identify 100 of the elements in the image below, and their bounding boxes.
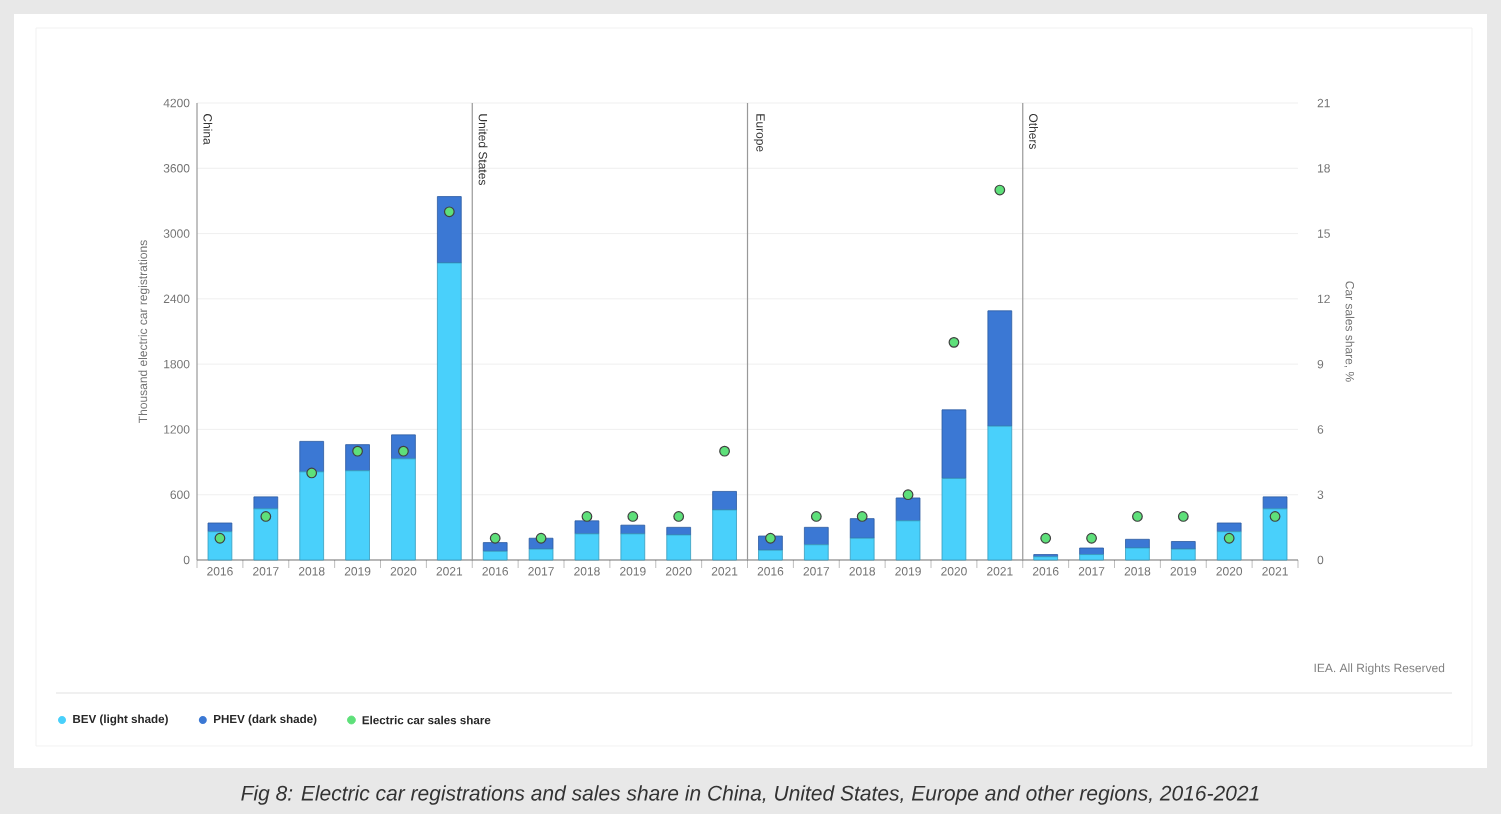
point: [948, 336, 960, 348]
bar: [1125, 547, 1150, 561]
bar: [987, 310, 1013, 427]
bar: [712, 491, 737, 511]
point: [810, 511, 822, 522]
point: [902, 489, 914, 501]
bar: [1216, 522, 1242, 533]
bar: [436, 262, 462, 561]
y-tick-label: 3600: [163, 164, 190, 173]
annotation: Europe: [753, 114, 765, 152]
y2-tick-label: 0: [1317, 555, 1324, 565]
point: [994, 184, 1006, 196]
bar: [482, 550, 508, 561]
bar: [1170, 548, 1196, 561]
x-tick-label: 2016: [1032, 567, 1059, 576]
bar: [299, 440, 325, 473]
point: [352, 445, 363, 457]
point: [627, 511, 639, 522]
bar: [253, 496, 279, 510]
x-tick-label: 2020: [1216, 567, 1243, 576]
text: IEA. All Rights Reserved: [1314, 663, 1445, 675]
x-tick-label: 2016: [757, 567, 784, 576]
bar: [574, 520, 600, 535]
y2-tick-label: 21: [1317, 98, 1330, 108]
bar: [299, 471, 325, 561]
annotation: China: [203, 114, 213, 145]
bar: [345, 470, 370, 561]
x-tick-label: 2018: [1124, 567, 1151, 576]
point: [1269, 511, 1281, 522]
y-tick-label: 3000: [163, 229, 190, 238]
point: [1132, 511, 1143, 522]
x-tick-label: 2018: [849, 567, 876, 576]
bar: [1262, 496, 1288, 510]
x-tick-label: 2017: [528, 567, 554, 576]
y2-tick-label: 9: [1317, 359, 1324, 369]
annotation: Others: [1029, 113, 1038, 149]
point: [1086, 532, 1097, 544]
point: [260, 511, 272, 522]
x-tick-label: 2018: [298, 567, 325, 576]
bar: [1079, 547, 1104, 555]
y-tick-label: 0: [183, 555, 190, 565]
bar: [803, 526, 829, 546]
text: Fig 8: Electric car registrations and sales share in China, United States, Europe and other regions, 2016-2021: [241, 785, 1259, 805]
point: [719, 445, 730, 457]
bar: [941, 477, 967, 561]
bar: [528, 548, 554, 561]
bar: [620, 533, 646, 561]
point: [856, 511, 868, 522]
bar: [1079, 554, 1104, 561]
y2-tick-label: 18: [1317, 164, 1330, 173]
point: [673, 511, 685, 522]
y-tick-label: 2400: [163, 294, 190, 304]
bar: [666, 534, 692, 561]
point: [581, 511, 593, 522]
point: [443, 206, 455, 218]
point: [214, 532, 226, 544]
y-axis-title: Thousand electric car registrations: [138, 240, 150, 423]
x-tick-label: 2017: [253, 567, 279, 576]
x-tick-label: 2019: [344, 567, 371, 576]
bar: [574, 533, 600, 561]
bar: [207, 522, 233, 533]
bar: [803, 544, 829, 561]
y2-tick-label: 6: [1317, 425, 1324, 434]
x-tick-label: 2019: [1170, 567, 1197, 576]
bar: [895, 520, 921, 561]
bar: [849, 537, 875, 561]
bar: [391, 458, 416, 561]
x-tick-label: 2021: [711, 567, 738, 576]
x-tick-label: 2019: [620, 567, 646, 576]
x-tick-label: 2017: [803, 567, 830, 576]
x-tick-label: 2019: [895, 567, 921, 576]
point: [1177, 511, 1189, 522]
legend-label: PHEV (dark shade): [214, 714, 317, 726]
annotation: United States: [478, 114, 488, 186]
bar: [895, 497, 921, 522]
x-tick-label: 2018: [574, 567, 600, 576]
y2-tick-label: 12: [1317, 294, 1330, 304]
point: [489, 532, 501, 544]
legend-label: Electric car sales share: [362, 715, 491, 725]
bar: [253, 508, 279, 561]
bar: [987, 425, 1013, 561]
x-tick-label: 2017: [1078, 567, 1105, 576]
x-tick-label: 2021: [436, 567, 463, 576]
x-tick-label: 2016: [482, 567, 509, 576]
bar: [712, 509, 737, 561]
bar: [436, 196, 462, 264]
x-tick-label: 2020: [665, 567, 692, 576]
y2-tick-label: 3: [1317, 490, 1324, 499]
x-tick-label: 2020: [390, 567, 417, 576]
y-tick-label: 1200: [164, 425, 190, 434]
point: [1040, 532, 1052, 544]
x-tick-label: 2021: [987, 567, 1013, 576]
y-tick-label: 1800: [164, 359, 190, 369]
legend-label: BEV (light shade): [73, 714, 168, 726]
point: [1223, 532, 1235, 544]
bar: [941, 409, 967, 479]
y-tick-label: 4200: [163, 98, 190, 108]
point: [306, 467, 318, 479]
y2-axis-title: Car sales share, %: [1344, 281, 1355, 382]
bar: [482, 542, 508, 552]
